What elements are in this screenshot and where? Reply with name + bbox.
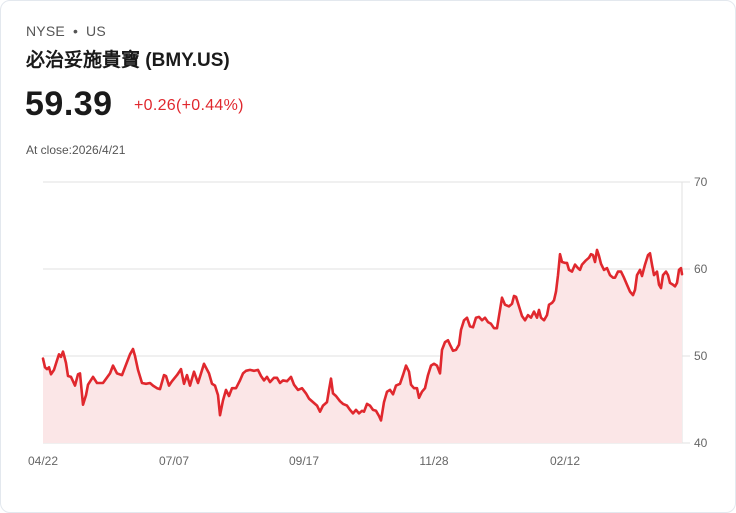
y-tick-label: 40 (694, 436, 708, 450)
x-tick-label: 09/17 (289, 454, 319, 468)
exchange-name: NYSE (26, 23, 65, 39)
y-tick-label: 70 (694, 175, 708, 189)
y-tick-label: 60 (694, 262, 708, 276)
x-tick-label: 07/07 (159, 454, 189, 468)
price-line (41, 248, 684, 422)
price-change: +0.26(+0.44%) (134, 97, 244, 114)
y-tick-label: 50 (694, 349, 708, 363)
close-timestamp: At close:2026/4/21 (26, 143, 126, 157)
market-name: US (86, 23, 106, 39)
x-tick-label: 04/22 (28, 454, 58, 468)
x-tick-label: 11/28 (419, 454, 448, 468)
separator-dot: • (72, 23, 79, 39)
x-axis-ticks: 04/22 07/07 09/17 11/28 02/12 (28, 454, 580, 468)
price-area-fill (43, 249, 682, 443)
exchange-line: NYSE • US (26, 23, 106, 39)
current-price: 59.39 (25, 85, 113, 123)
x-tick-label: 02/12 (550, 454, 580, 468)
y-axis-ticks: 40 50 60 70 (694, 175, 708, 450)
stock-title: 必治妥施貴寶 (BMY.US) (26, 50, 230, 71)
